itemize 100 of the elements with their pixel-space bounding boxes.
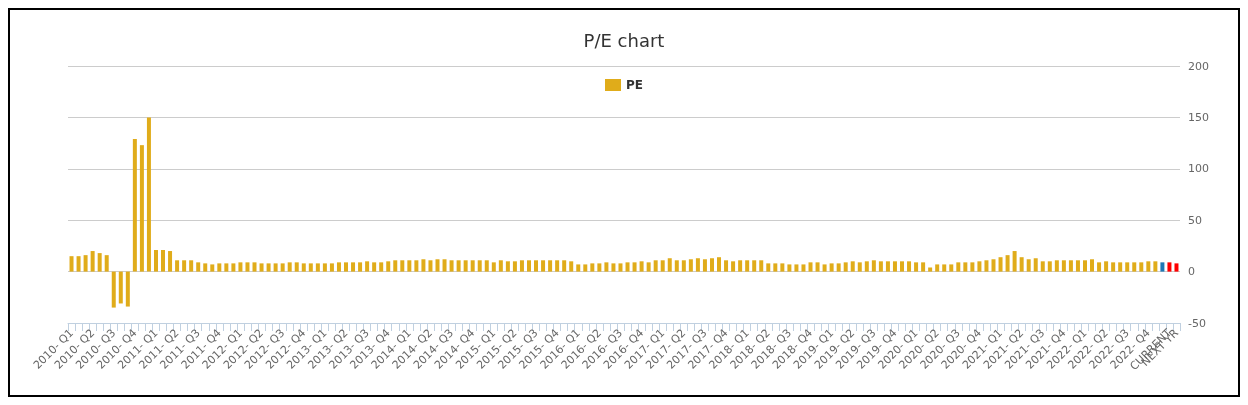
bar	[315, 263, 320, 272]
bar	[688, 259, 693, 272]
bar	[189, 260, 194, 272]
y-tick-label: -50	[1188, 316, 1206, 330]
bar	[709, 258, 714, 272]
bar	[1146, 261, 1151, 272]
bar	[576, 264, 581, 272]
bar	[273, 263, 278, 272]
bar	[752, 260, 757, 272]
bar	[864, 261, 869, 272]
bar	[224, 263, 229, 272]
bar	[463, 260, 468, 272]
bar	[745, 260, 750, 272]
bar	[245, 262, 250, 272]
bar	[336, 262, 341, 272]
bar	[780, 263, 785, 272]
bar	[175, 260, 180, 272]
bar	[956, 262, 961, 272]
bar	[1068, 260, 1073, 272]
bar	[949, 264, 954, 272]
bar	[766, 263, 771, 272]
bar	[421, 259, 426, 272]
bar	[365, 261, 370, 272]
bar	[358, 262, 363, 272]
bar	[674, 260, 679, 272]
bar	[393, 260, 398, 272]
bar	[963, 262, 968, 272]
bar	[808, 262, 813, 272]
chart-title: P/E chart	[583, 29, 665, 51]
bar	[97, 253, 102, 272]
bar	[738, 260, 743, 272]
bar	[611, 263, 616, 272]
bar	[442, 259, 447, 272]
bar	[935, 264, 940, 272]
bar	[907, 261, 912, 272]
bar	[294, 262, 299, 272]
bar	[794, 264, 799, 272]
bar	[351, 262, 356, 272]
bar	[519, 260, 524, 272]
bar	[639, 261, 644, 272]
bar	[372, 262, 377, 272]
bar	[266, 263, 271, 272]
bar	[1125, 262, 1130, 272]
bar	[928, 267, 933, 272]
bar	[386, 261, 391, 272]
bar	[470, 260, 475, 272]
bar	[1167, 262, 1172, 272]
bar	[787, 264, 792, 272]
bar	[667, 258, 672, 272]
bar	[182, 260, 187, 272]
bar	[308, 263, 313, 272]
bar	[717, 257, 722, 272]
bar	[991, 259, 996, 272]
bar	[259, 263, 264, 272]
bar	[168, 251, 173, 272]
bar	[885, 261, 890, 272]
bar	[625, 262, 630, 272]
bar	[759, 260, 764, 272]
y-tick-label: 150	[1188, 110, 1209, 124]
bar	[69, 256, 74, 272]
bar	[618, 263, 623, 272]
bar	[435, 259, 440, 272]
bar	[878, 261, 883, 272]
bar	[1090, 259, 1095, 272]
bar	[104, 255, 109, 272]
bar	[505, 261, 510, 272]
bar	[1019, 257, 1024, 272]
bar	[1153, 261, 1158, 272]
bar	[984, 260, 989, 272]
bar	[329, 263, 334, 272]
bar	[702, 259, 707, 272]
bar	[548, 260, 553, 272]
bar	[977, 261, 982, 272]
bar	[534, 260, 539, 272]
bar	[90, 251, 95, 272]
bar	[400, 260, 405, 272]
bar	[829, 263, 834, 272]
bar	[970, 262, 975, 272]
bar	[815, 262, 820, 272]
bar	[653, 260, 658, 272]
bar	[146, 117, 151, 272]
bar	[1160, 262, 1165, 272]
bar	[1174, 263, 1179, 272]
bar	[456, 260, 461, 272]
y-tick-label: 200	[1188, 59, 1209, 73]
bar	[161, 250, 166, 272]
bar	[196, 262, 201, 272]
bar	[1082, 260, 1087, 272]
bar	[301, 263, 306, 272]
bar	[646, 262, 651, 272]
bar	[484, 260, 489, 272]
bar	[512, 261, 517, 272]
bar	[871, 260, 876, 272]
bar	[1139, 262, 1144, 272]
bar	[252, 262, 257, 272]
bar	[857, 262, 862, 272]
bar	[139, 145, 144, 272]
bar	[1118, 262, 1123, 272]
bar	[322, 263, 327, 272]
bar	[731, 261, 736, 272]
